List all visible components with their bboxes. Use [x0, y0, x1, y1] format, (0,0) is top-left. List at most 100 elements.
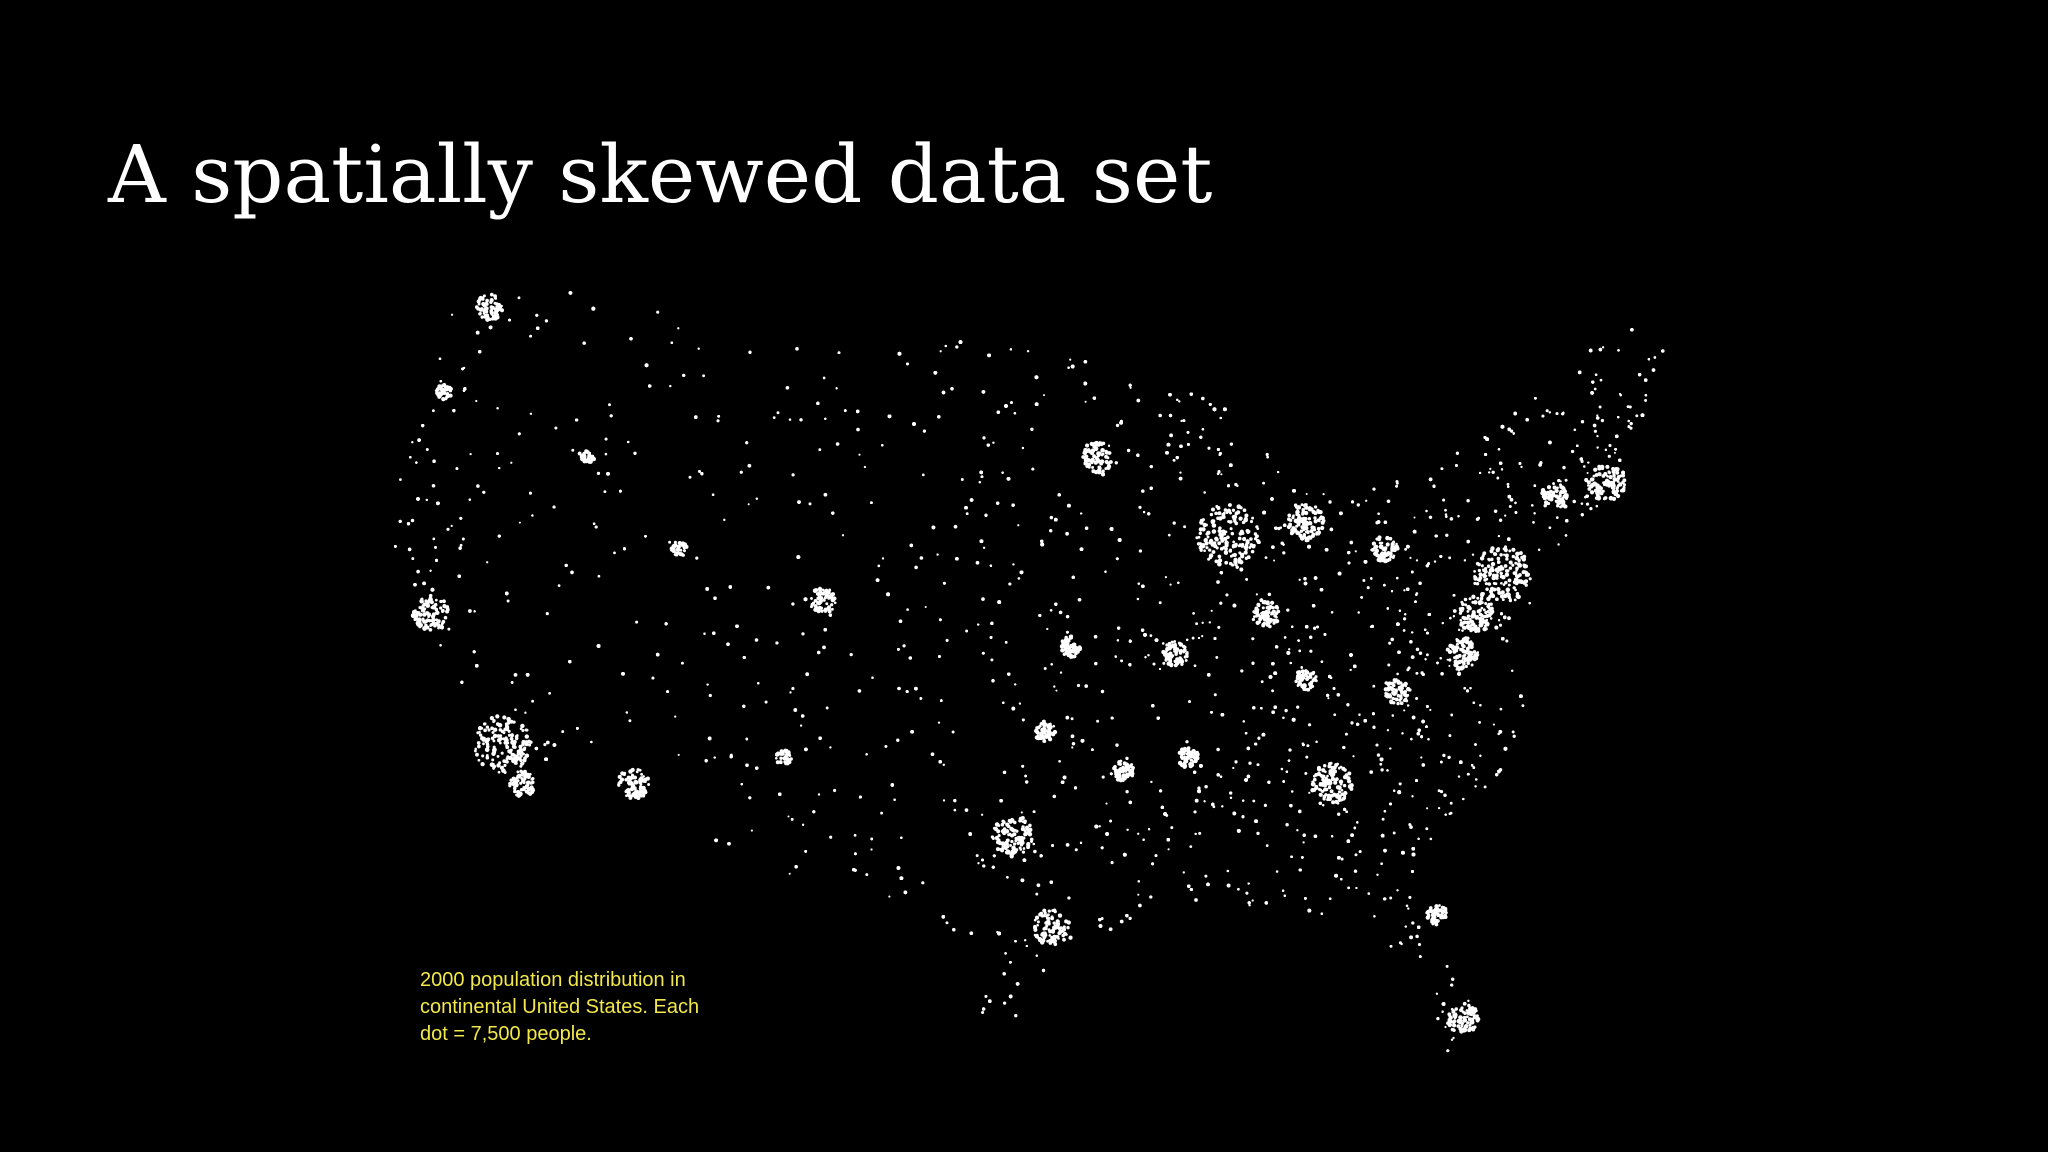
population-dot [1237, 887, 1240, 891]
population-dot [955, 345, 959, 349]
population-dot [592, 522, 596, 526]
population-dot [816, 401, 820, 406]
population-dot [981, 858, 984, 862]
population-dot [1208, 621, 1212, 624]
population-dot [468, 609, 472, 613]
population-dot [984, 995, 988, 998]
population-dot [991, 679, 995, 683]
population-dot [941, 390, 946, 395]
population-dot [1036, 883, 1041, 888]
population-dot [1376, 753, 1381, 757]
population-dot [568, 291, 573, 295]
population-dot [953, 808, 957, 812]
population-dot [849, 652, 853, 657]
population-dot [496, 452, 499, 455]
population-dot [1160, 805, 1165, 810]
population-dot [476, 484, 480, 488]
population-dot [745, 737, 749, 741]
population-dot [1282, 889, 1285, 892]
population-dot [1474, 743, 1477, 746]
population-dot [1427, 562, 1430, 565]
population-dot [1183, 525, 1187, 529]
population-dot [829, 835, 833, 839]
population-dot [1651, 368, 1656, 372]
population-dot [990, 658, 994, 662]
population-dot [944, 344, 947, 348]
population-dot [1598, 347, 1603, 352]
population-dot [1446, 1049, 1450, 1053]
population-dot [1216, 580, 1220, 584]
population-dot [1599, 378, 1603, 382]
population-dot [1448, 664, 1451, 667]
population-dot [1192, 612, 1195, 615]
population-dot [1564, 478, 1568, 482]
population-dot [608, 403, 611, 407]
population-dot [794, 865, 798, 869]
population-dot [1528, 601, 1531, 605]
population-dot [455, 467, 459, 470]
population-dot [896, 866, 901, 870]
population-dot [1380, 768, 1384, 772]
population-dot [1043, 666, 1047, 671]
population-dot [1225, 593, 1229, 597]
population-dot [987, 353, 991, 358]
population-dot [1179, 471, 1182, 474]
population-dot [793, 708, 798, 712]
population-dot [666, 690, 670, 694]
population-dot [394, 545, 397, 548]
population-dot [713, 596, 717, 601]
population-dot [1379, 762, 1383, 766]
population-dot [425, 448, 429, 451]
population-dot [1002, 701, 1005, 704]
population-dot [764, 700, 768, 704]
population-dot [1170, 826, 1174, 830]
population-dot [1080, 512, 1083, 515]
population-dot [1165, 814, 1169, 817]
population-dot [1147, 653, 1150, 657]
population-dot [1208, 402, 1212, 406]
population-dot [1409, 935, 1413, 940]
population-dot [1105, 802, 1108, 805]
population-dot [411, 440, 414, 444]
population-dot [622, 547, 627, 551]
population-dot [1332, 687, 1336, 690]
population-dot [1362, 579, 1366, 582]
population-dot [668, 540, 672, 544]
population-dot [1158, 601, 1162, 605]
population-dot [524, 711, 527, 714]
population-dot [979, 539, 984, 544]
population-dot [1059, 671, 1063, 674]
population-dot [596, 471, 601, 476]
population-dot [651, 676, 655, 680]
population-dot [1313, 834, 1318, 839]
population-dot [1502, 553, 1506, 556]
population-dot [1101, 775, 1105, 779]
population-dot [1451, 977, 1455, 981]
population-dot [1608, 444, 1612, 447]
population-dot [1356, 722, 1360, 726]
population-dot [1071, 575, 1075, 579]
population-dot [1436, 1017, 1440, 1021]
population-dot [1420, 735, 1424, 739]
population-dot [1273, 559, 1276, 562]
population-dot [1098, 918, 1102, 922]
population-dot [1600, 418, 1605, 423]
population-dot [1084, 400, 1087, 403]
population-dot [1053, 685, 1056, 688]
population-dot [1498, 623, 1503, 627]
population-dot [452, 409, 456, 413]
population-dot [1219, 601, 1223, 605]
population-dot [906, 608, 909, 611]
population-dot [1628, 405, 1632, 409]
population-dot [1383, 583, 1386, 587]
population-dot [1507, 494, 1512, 499]
population-dot [1614, 448, 1617, 451]
population-dot [1057, 493, 1061, 497]
population-dot [1203, 800, 1206, 803]
population-dot [1525, 417, 1530, 422]
population-dot [1014, 1014, 1018, 1018]
population-dot [1094, 824, 1099, 829]
population-dot [745, 763, 749, 767]
population-dot [750, 829, 753, 832]
population-dot [1585, 502, 1590, 506]
